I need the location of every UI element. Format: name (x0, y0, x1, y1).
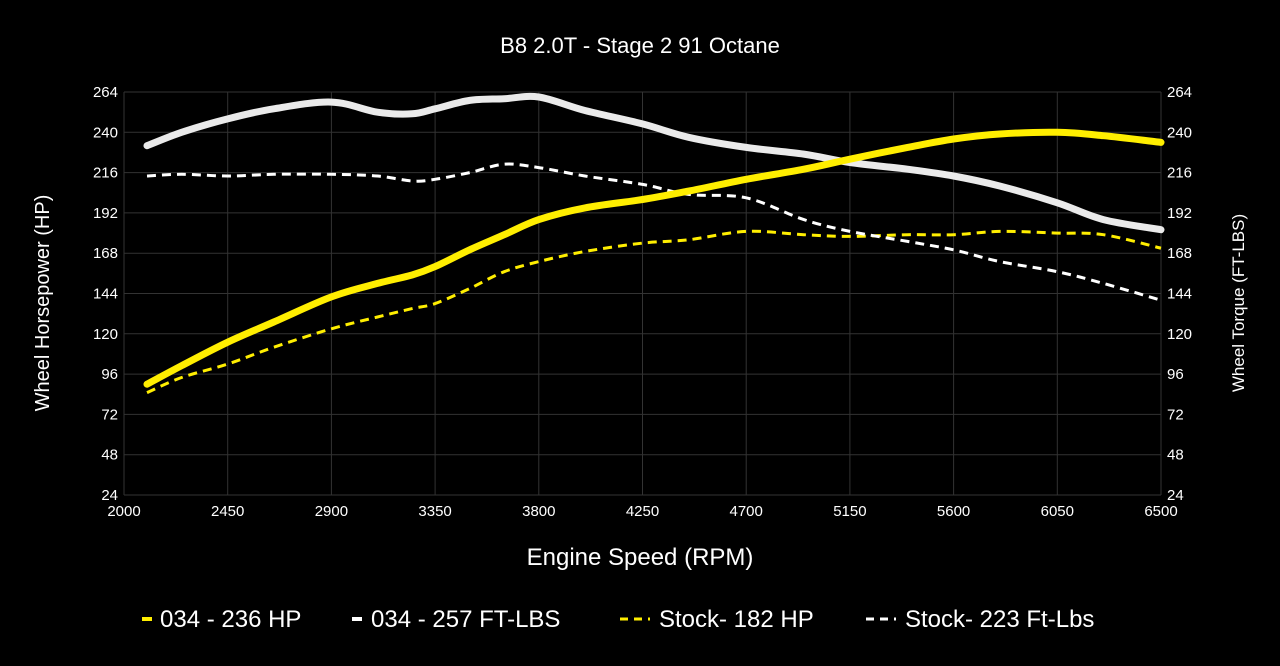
x-tick-label-4700: 4700 (730, 503, 763, 520)
right-tick-label-120: 120 (1167, 326, 1192, 343)
left-y-axis: 24 48 72 96 120 144 168 192 216 240 264 (93, 84, 118, 504)
left-tick-label-72: 72 (101, 406, 118, 423)
legend-label-stock-hp: Stock- 182 HP (659, 606, 814, 633)
left-tick-label-192: 192 (93, 205, 118, 222)
series-line-034-236-hp (143, 128, 1165, 388)
right-tick-label-216: 216 (1167, 165, 1192, 182)
left-y-axis-title: Wheel Horsepower (HP) (32, 195, 54, 412)
left-tick-label-24: 24 (101, 487, 118, 504)
x-tick-label-3350: 3350 (418, 503, 451, 520)
right-y-axis-title: Wheel Torque (FT-LBS) (1229, 214, 1248, 392)
left-tick-label-216: 216 (93, 165, 118, 182)
chart-title: B8 2.0T - Stage 2 91 Octane (500, 33, 780, 58)
x-axis-title: Engine Speed (RPM) (527, 544, 754, 571)
right-tick-label-168: 168 (1167, 245, 1192, 262)
x-tick-label-5600: 5600 (937, 503, 970, 520)
legend-label-034-hp: 034 - 236 HP (160, 606, 301, 633)
legend-label-stock-torque: Stock- 223 Ft-Lbs (905, 606, 1094, 633)
left-tick-label-168: 168 (93, 245, 118, 262)
right-tick-label-72: 72 (1167, 406, 1184, 423)
right-tick-label-192: 192 (1167, 205, 1192, 222)
left-tick-label-96: 96 (101, 366, 118, 383)
x-tick-label-2450: 2450 (211, 503, 244, 520)
x-axis: 2000 2450 2900 3350 3800 4250 4700 5150 5600 6050… (107, 503, 1177, 520)
right-tick-label-48: 48 (1167, 447, 1184, 464)
x-tick-label-6050: 6050 (1041, 503, 1074, 520)
legend-label-034-torque: 034 - 257 FT-LBS (371, 606, 560, 633)
right-tick-label-264: 264 (1167, 84, 1192, 101)
right-tick-label-24: 24 (1167, 487, 1184, 504)
x-tick-label-4250: 4250 (626, 503, 659, 520)
x-tick-label-2000: 2000 (107, 503, 140, 520)
series-line-034-257-ft-lbs (143, 92, 1165, 234)
x-tick-label-6500: 6500 (1144, 503, 1177, 520)
series-line-stock-223-ft-lbs (146, 162, 1162, 302)
left-tick-label-240: 240 (93, 124, 118, 141)
left-tick-label-264: 264 (93, 84, 118, 101)
series-layer (143, 92, 1165, 394)
x-tick-label-2900: 2900 (315, 503, 348, 520)
left-tick-label-48: 48 (101, 447, 118, 464)
right-tick-label-144: 144 (1167, 286, 1192, 303)
right-y-axis: 24 48 72 96 120 144 168 192 216 240 264 (1167, 84, 1192, 504)
right-tick-label-96: 96 (1167, 366, 1184, 383)
series-line-stock-182-hp (146, 229, 1162, 394)
x-tick-label-5150: 5150 (833, 503, 866, 520)
left-tick-label-144: 144 (93, 286, 118, 303)
x-tick-label-3800: 3800 (522, 503, 555, 520)
left-tick-label-120: 120 (93, 326, 118, 343)
right-tick-label-240: 240 (1167, 124, 1192, 141)
legend: 034 - 236 HP 034 - 257 FT-LBS Stock- 182… (142, 606, 1094, 633)
